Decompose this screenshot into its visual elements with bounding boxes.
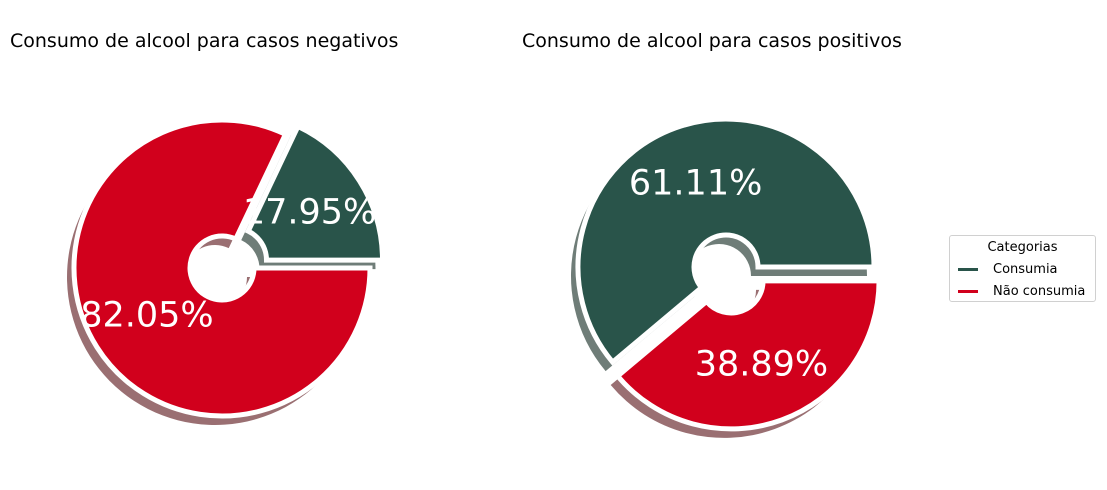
slice-nao-consumia: [71, 117, 373, 419]
slice-nao-consumia: [614, 278, 882, 432]
chart-title-negativos: Consumo de alcool para casos negativos: [10, 30, 399, 52]
slice-consumia: [244, 123, 386, 263]
slice-label-nao-consumia: 38.89%: [695, 344, 828, 384]
legend-item-consumia: Consumia: [958, 261, 1058, 277]
legend-item-nao-consumia: Não consumia: [958, 283, 1085, 299]
slice-label-consumia: 61.11%: [629, 164, 762, 204]
slice-consumia: [575, 116, 877, 366]
chart-title-positivos: Consumo de alcool para casos positivos: [522, 30, 902, 52]
pie-chart-negativos: 17.95% 82.05%: [67, 117, 386, 426]
legend-swatch-nao-consumia: [958, 289, 978, 293]
slice-label-nao-consumia: 82.05%: [80, 295, 213, 335]
legend-title: Categorias: [987, 240, 1058, 255]
legend-label-consumia: Consumia: [993, 261, 1058, 277]
pie-chart-positivos: 61.11% 38.89%: [570, 116, 882, 438]
legend-swatch-consumia: [958, 267, 978, 271]
slice-label-consumia: 17.95%: [243, 193, 376, 233]
legend-label-nao-consumia: Não consumia: [993, 283, 1086, 299]
legend: Categorias Consumia Não consumia: [949, 235, 1096, 302]
